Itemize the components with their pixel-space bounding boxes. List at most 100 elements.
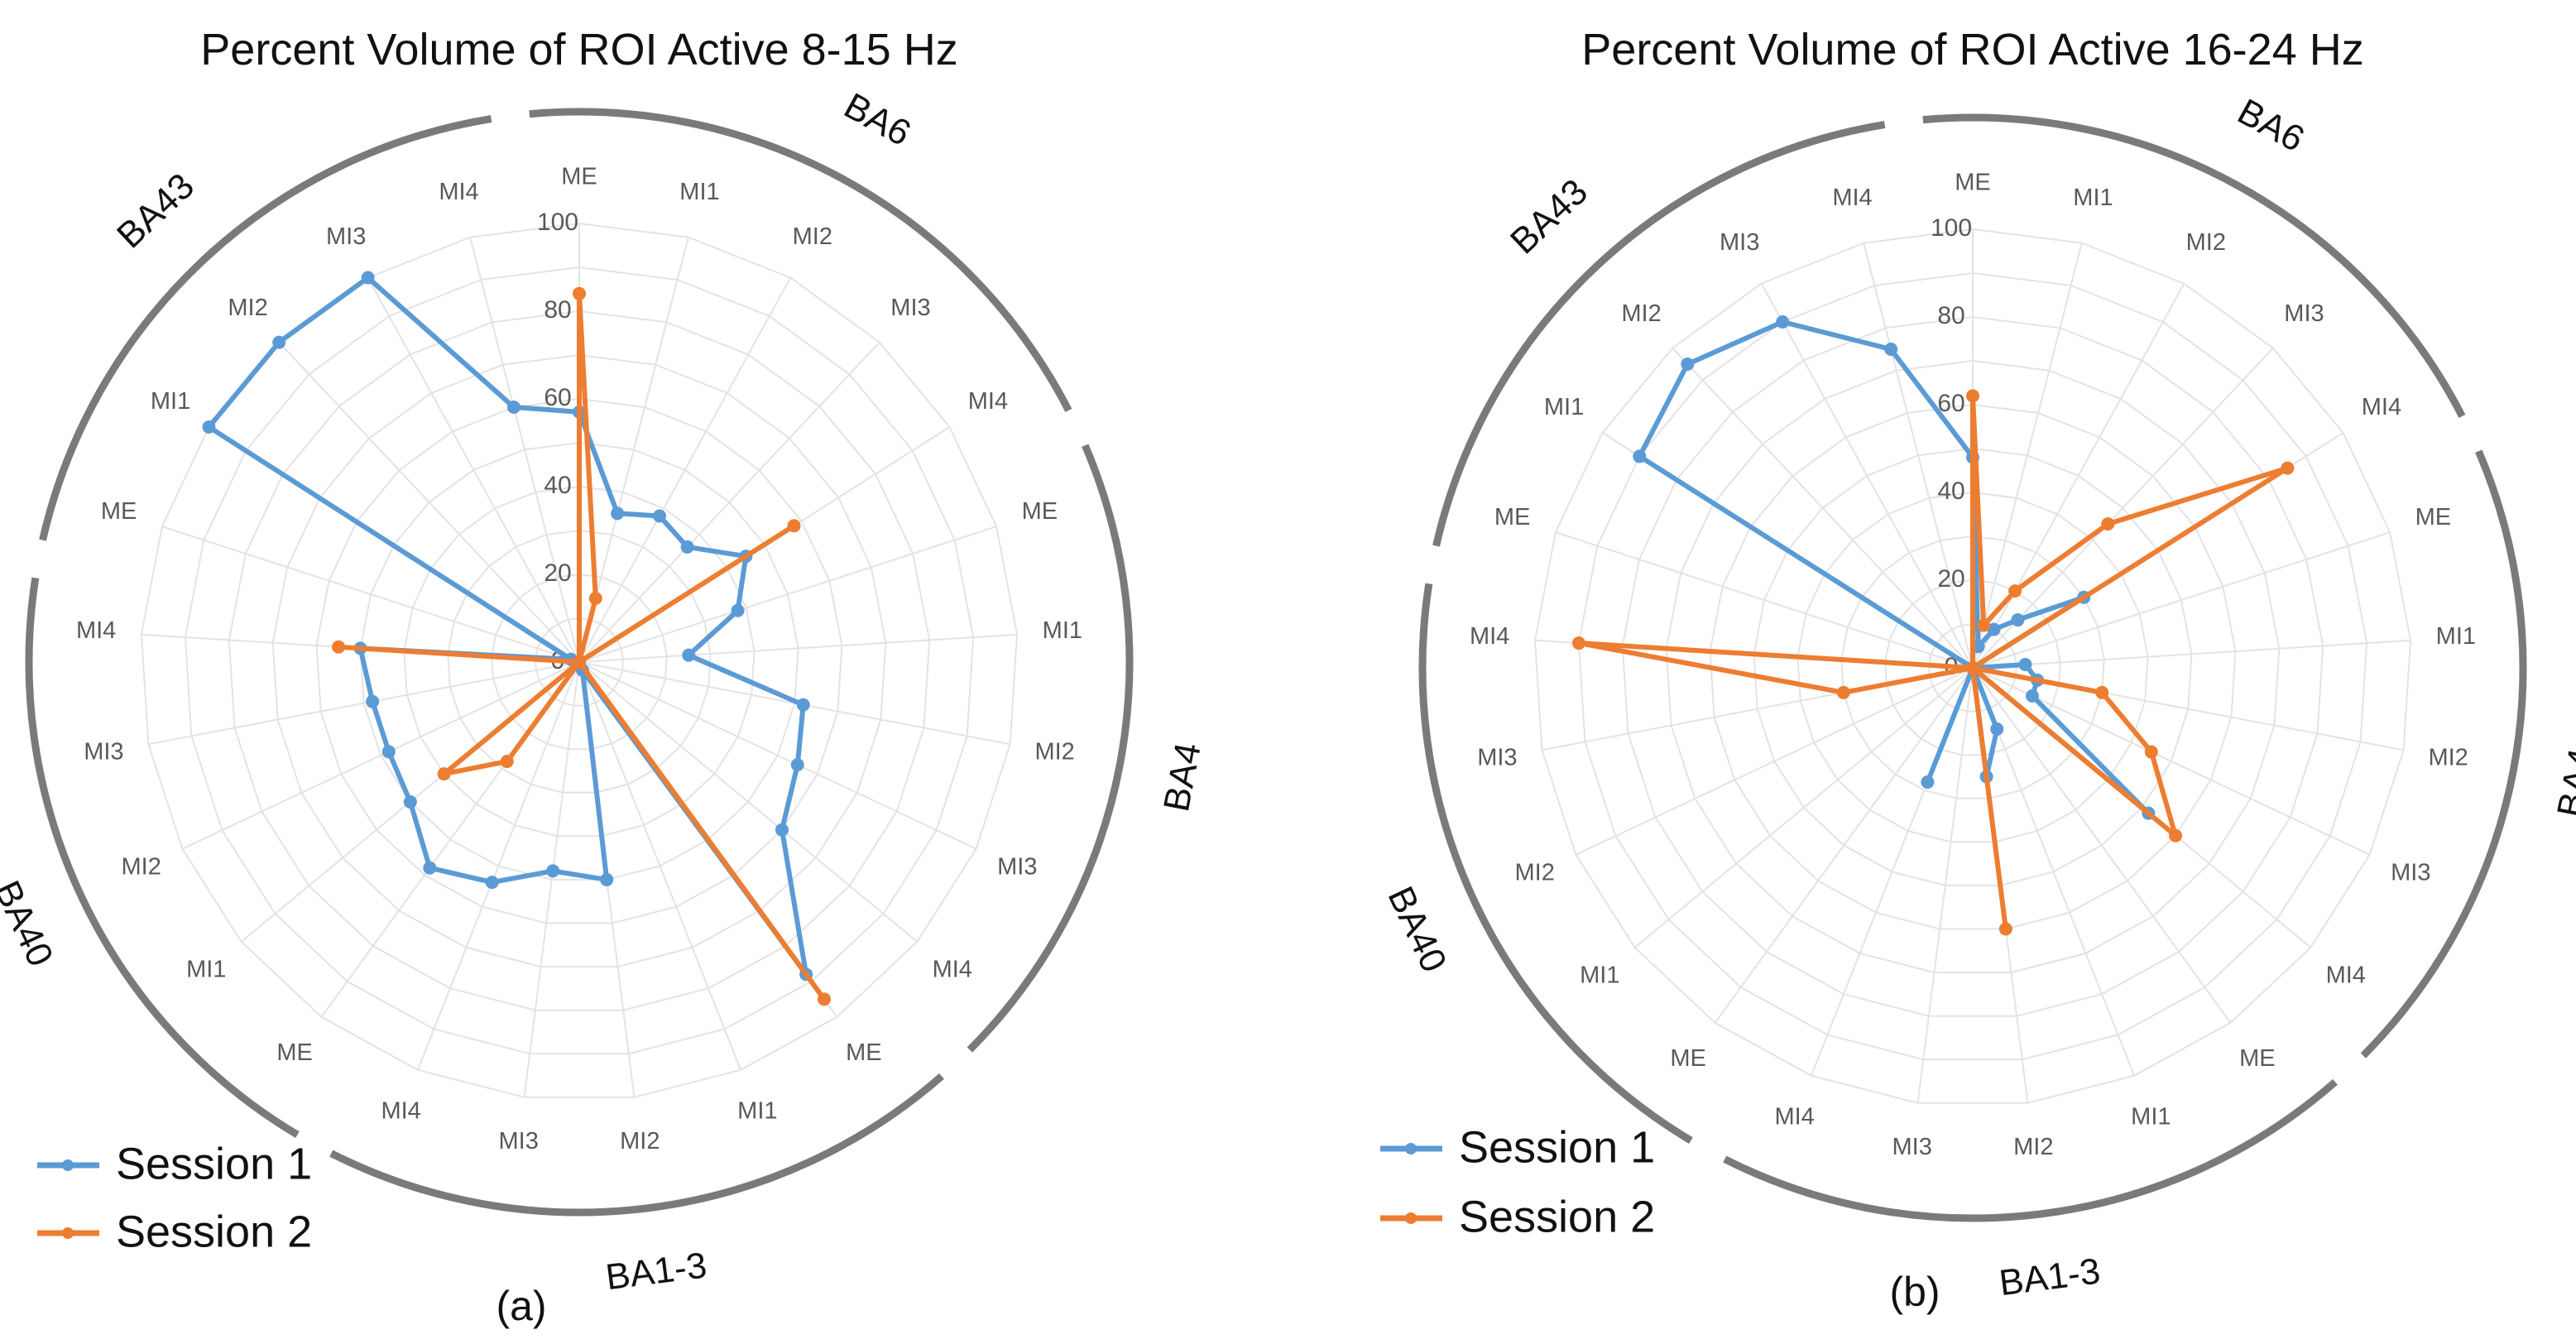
grid-spoke (469, 237, 580, 663)
chart-a-tick-label: 80 (544, 296, 571, 324)
data-point (611, 506, 625, 521)
data-point (787, 519, 801, 533)
legend-a-session1-label: Session 1 (116, 1139, 312, 1188)
grid-spoke (182, 661, 580, 850)
grid-ring (1621, 315, 2324, 1017)
grid-spoke (367, 277, 580, 663)
grid-spoke (1555, 531, 1974, 669)
data-point (600, 872, 614, 886)
grid-ring (271, 353, 887, 968)
chart-b-category-label: MI3 (2391, 860, 2430, 886)
grid-ring (228, 310, 931, 1011)
grid-spoke (578, 661, 742, 1071)
chart-b-category-label: MI2 (1515, 860, 1555, 886)
chart-a-category-label: MI2 (122, 854, 161, 881)
data-point (506, 400, 520, 414)
chart-b-tick-label: 100 (1931, 214, 1972, 242)
chart-b-category-label: MI3 (1477, 744, 1517, 770)
chart-b-category-label: MI4 (1832, 185, 1872, 211)
chart-b-category-label: ME (1494, 504, 1531, 530)
chart-b-category-label: MI2 (1621, 300, 1661, 327)
grid-spoke (578, 341, 880, 663)
grid-spoke (1972, 347, 2274, 669)
chart-b-region-label: BA6 (2231, 91, 2310, 160)
grid-spoke (1972, 667, 2136, 1077)
data-point (680, 540, 694, 554)
chart-a-tick-label: 40 (544, 472, 571, 499)
legend-b-session1-marker (1405, 1143, 1417, 1154)
data-point (366, 694, 380, 708)
chart-a-category-label: MI4 (933, 957, 972, 983)
grid-spoke (1576, 667, 1974, 856)
chart-b-region-arc (2360, 449, 2527, 1058)
grid-ring (1709, 403, 2237, 930)
legend-b-session2-label: Session 2 (1459, 1192, 1655, 1241)
chart-b-category-label: MI3 (1720, 229, 1759, 256)
series-line (206, 275, 809, 977)
data-point (1977, 618, 1991, 632)
chart-b-category-label: MI4 (1774, 1104, 1814, 1130)
chart-b-region-arc (1922, 113, 2466, 419)
data-point (573, 655, 586, 669)
chart-a-region-label: BA6 (837, 85, 917, 154)
chart-a-series-2 (332, 286, 831, 1006)
chart-a-category-label: MI1 (186, 957, 226, 983)
chart-b-tick-label: 20 (1937, 565, 1964, 593)
grid-spoke (161, 526, 580, 663)
data-point (423, 861, 437, 875)
chart-b-category-label: MI4 (1470, 623, 1509, 650)
chart-a-region-arc (529, 108, 1072, 413)
grid-spoke (1760, 283, 1974, 669)
data-point (2025, 689, 2039, 703)
grid-spoke (148, 661, 580, 746)
chart-b-category-label: MI1 (2073, 185, 2113, 211)
chart-a-category-label: MI1 (1043, 617, 1082, 644)
data-point (817, 992, 831, 1006)
chart-b-region-arc (1723, 1079, 2338, 1222)
data-point (2008, 584, 2022, 598)
chart-b-region-arc (1418, 583, 1693, 1145)
grid-ring (315, 397, 843, 924)
chart-b-category-label: MI1 (2131, 1104, 2171, 1130)
chart-b-category-label: ME (2239, 1045, 2276, 1072)
data-point (403, 794, 417, 809)
chart-b-title: Percent Volume of ROI Active 16-24 Hz (1581, 25, 2363, 74)
chart-a-category-label: MI3 (890, 295, 930, 321)
grid-ring (1753, 447, 2193, 886)
legend-a-session2-marker (62, 1227, 74, 1239)
chart-a-tick-label: 100 (537, 209, 578, 236)
chart-a-region-label: BA40 (0, 875, 61, 972)
grid-spoke (1972, 283, 2185, 669)
grid-spoke (1863, 242, 1974, 669)
chart-a-category-label: MI1 (679, 179, 719, 205)
series-line (1637, 319, 2151, 816)
grid-spoke (1972, 242, 2083, 669)
chart-a-region-label: BA43 (109, 166, 202, 256)
data-point (731, 603, 745, 617)
legend-b-session1-label: Session 1 (1459, 1122, 1655, 1172)
grid-ring (1884, 578, 2061, 756)
data-point (1987, 622, 2001, 636)
legend-a-session1-marker (62, 1159, 74, 1171)
data-point (1681, 357, 1695, 371)
chart-a-category-label: MI3 (326, 223, 366, 250)
chart-a-category-label: MI2 (793, 223, 832, 250)
chart-b-region-label: BA43 (1503, 171, 1595, 262)
data-point (1836, 685, 1850, 699)
grid-spoke (578, 526, 997, 663)
chart-b-caption: (b) (1889, 1269, 1940, 1315)
chart-a-category-label: ME (101, 498, 137, 525)
data-point (1921, 775, 1935, 789)
chart-b-region-arc (1432, 121, 1886, 547)
chart-a-series-1 (202, 271, 813, 982)
grid-spoke (1633, 667, 1974, 948)
grid-spoke (1916, 667, 1974, 1103)
chart-a-category-label: MI1 (737, 1098, 777, 1125)
chart-a-category-label: MI2 (228, 295, 267, 321)
data-point (1966, 661, 1979, 674)
chart-a-category-label: MI4 (381, 1098, 420, 1125)
data-point (272, 335, 286, 349)
chart-a-region-label: BA4 (1156, 740, 1209, 815)
data-point (588, 591, 602, 605)
chart-a-region-arc (329, 1073, 944, 1217)
